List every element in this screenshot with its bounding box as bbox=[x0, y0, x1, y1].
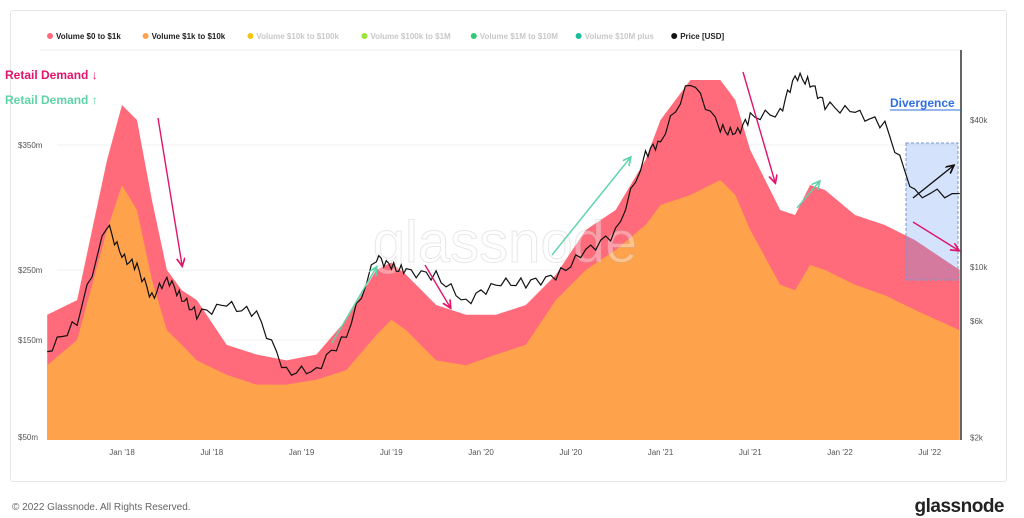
legend-item[interactable]: Volume $1M to $10M bbox=[470, 32, 558, 41]
x-tick: Jul '18 bbox=[200, 448, 223, 457]
y-right-tick: $10k bbox=[970, 263, 988, 272]
legend: Volume $0 to $1k Volume $1k to $10k Volume… bbox=[47, 32, 725, 41]
y-left-tick: $50m bbox=[18, 433, 38, 442]
legend-item[interactable]: Price [USD] bbox=[671, 32, 725, 41]
label-divergence: Divergence bbox=[890, 96, 955, 110]
x-tick: Jan '19 bbox=[289, 448, 315, 457]
x-tick: Jul '21 bbox=[739, 448, 762, 457]
watermark: glassnode bbox=[373, 210, 637, 275]
y-right-tick: $2k bbox=[970, 434, 984, 443]
arrow-up-2019 bbox=[331, 268, 376, 344]
chart-frame bbox=[10, 10, 1007, 482]
legend-dot bbox=[47, 33, 53, 39]
legend-item[interactable]: Volume $100k to $1M bbox=[361, 32, 451, 41]
legend-label: Price [USD] bbox=[680, 32, 724, 41]
y-left-tick: $350m bbox=[18, 141, 43, 150]
arrow-down-2018 bbox=[157, 117, 182, 265]
y-left-tick: $250m bbox=[18, 266, 43, 275]
copyright: © 2022 Glassnode. All Rights Reserved. bbox=[12, 502, 191, 513]
area-volume-1k-10k bbox=[47, 180, 960, 440]
legend-dot bbox=[671, 33, 678, 39]
arrow-down-2021 bbox=[742, 71, 775, 182]
legend-label: Volume $10k to $100k bbox=[256, 32, 339, 41]
x-tick: Jan '18 bbox=[109, 448, 135, 457]
arrow-price-up-2022 bbox=[912, 166, 953, 199]
price-line bbox=[47, 71, 960, 376]
x-tick: Jan '20 bbox=[468, 448, 494, 457]
legend-label: Volume $1M to $10M bbox=[480, 32, 558, 41]
y-right-tick: $40k bbox=[970, 116, 988, 125]
legend-label: Volume $100k to $1M bbox=[370, 32, 451, 41]
x-tick: Jan '22 bbox=[827, 448, 853, 457]
legend-dot bbox=[361, 33, 368, 39]
legend-dot bbox=[247, 33, 254, 39]
legend-label: Volume $1k to $10k bbox=[152, 32, 226, 41]
label-retail-demand-up: Retail Demand ↑ bbox=[5, 93, 98, 107]
legend-label: Volume $0 to $1k bbox=[56, 32, 121, 41]
arrow-up-2020 bbox=[551, 158, 630, 256]
arrow-down-2019 bbox=[424, 264, 450, 307]
legend-item[interactable]: Volume $10M plus bbox=[575, 32, 655, 41]
y-right-tick: $6k bbox=[970, 317, 984, 326]
legend-item[interactable]: Volume $1k to $10k bbox=[142, 32, 226, 41]
divergence-box bbox=[905, 142, 959, 281]
y-left-tick: $150m bbox=[18, 336, 43, 345]
x-tick: Jul '19 bbox=[380, 448, 403, 457]
legend-item[interactable]: Volume $10k to $100k bbox=[247, 32, 340, 41]
legend-label: Volume $10M plus bbox=[585, 32, 655, 41]
legend-dot bbox=[575, 33, 582, 39]
legend-dot bbox=[142, 33, 149, 39]
legend-item[interactable]: Volume $0 to $1k bbox=[47, 32, 121, 41]
glassnode-logo: glassnode bbox=[914, 496, 1005, 517]
x-tick: Jul '20 bbox=[559, 448, 582, 457]
label-retail-demand-down: Retail Demand ↓ bbox=[5, 68, 98, 82]
annotation-arrows bbox=[157, 71, 961, 344]
arrow-up-2021 bbox=[796, 182, 819, 209]
arrow-down-2022 bbox=[912, 221, 958, 250]
x-tick: Jan '21 bbox=[648, 448, 674, 457]
x-tick: Jul '22 bbox=[918, 448, 941, 457]
legend-dot bbox=[470, 33, 477, 39]
